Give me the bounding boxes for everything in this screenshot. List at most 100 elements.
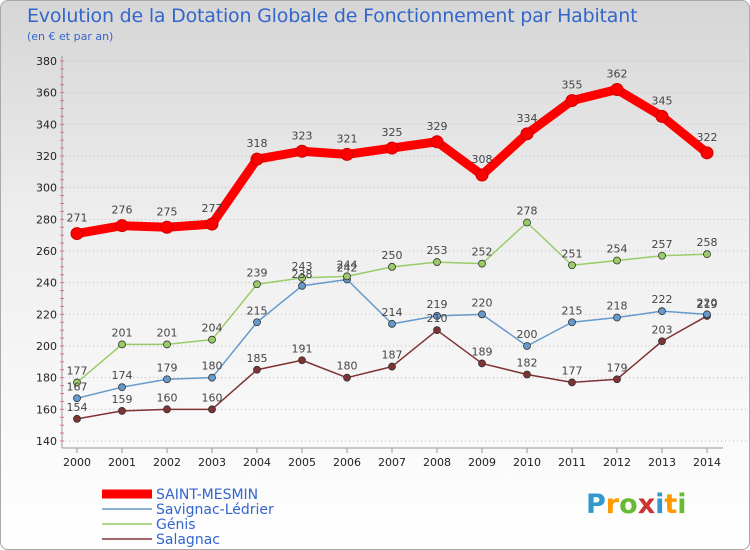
logo-letter: x bbox=[637, 489, 656, 520]
data-label: 189 bbox=[472, 345, 493, 358]
y-tick-label: 280 bbox=[36, 213, 57, 226]
x-tick-label: 2002 bbox=[153, 456, 181, 469]
x-tick-label: 2013 bbox=[648, 456, 676, 469]
x-tick-label: 2007 bbox=[378, 456, 406, 469]
data-label: 238 bbox=[292, 268, 313, 281]
logo-letter: P bbox=[586, 489, 606, 520]
chart-subtitle: (en € et par an) bbox=[27, 30, 114, 43]
data-label: 201 bbox=[157, 326, 178, 339]
data-point bbox=[205, 217, 219, 231]
data-point bbox=[73, 414, 81, 423]
data-point bbox=[655, 109, 669, 123]
x-tick-label: 2014 bbox=[693, 456, 721, 469]
data-point bbox=[523, 370, 531, 379]
data-point bbox=[610, 83, 624, 96]
y-tick-label: 160 bbox=[36, 403, 57, 416]
data-point bbox=[433, 258, 441, 266]
data-point bbox=[250, 152, 264, 166]
data-label: 278 bbox=[517, 205, 538, 218]
data-point bbox=[118, 407, 126, 415]
data-point bbox=[118, 383, 126, 392]
data-label: 334 bbox=[517, 112, 538, 125]
logo-letter: i bbox=[655, 489, 665, 520]
data-point bbox=[613, 313, 621, 322]
data-point bbox=[658, 307, 666, 316]
data-label: 177 bbox=[67, 364, 88, 377]
data-label: 258 bbox=[697, 236, 718, 249]
data-label: 345 bbox=[652, 94, 673, 107]
data-point bbox=[388, 319, 396, 328]
data-point bbox=[433, 326, 441, 335]
data-label: 244 bbox=[337, 258, 358, 271]
data-point bbox=[163, 405, 171, 414]
x-tick-label: 2008 bbox=[423, 456, 451, 469]
data-point bbox=[475, 168, 489, 182]
data-point bbox=[343, 272, 351, 281]
data-point bbox=[478, 359, 486, 368]
data-label: 242 bbox=[337, 262, 358, 275]
data-label: 210 bbox=[427, 312, 448, 325]
y-tick-label: 320 bbox=[36, 150, 57, 163]
data-point bbox=[208, 335, 216, 344]
y-tick-label: 300 bbox=[36, 182, 57, 195]
data-label: 201 bbox=[112, 326, 133, 339]
y-tick-label: 260 bbox=[36, 245, 57, 258]
data-label: 254 bbox=[607, 243, 628, 256]
legend-label: Génis bbox=[156, 517, 196, 533]
logo-letter: o bbox=[619, 489, 638, 520]
data-label: 219 bbox=[427, 298, 448, 311]
y-tick-label: 140 bbox=[36, 435, 57, 448]
y-tick-label: 240 bbox=[36, 277, 57, 290]
data-point bbox=[478, 259, 486, 268]
data-point bbox=[295, 144, 309, 158]
data-label: 215 bbox=[247, 304, 268, 317]
data-point bbox=[433, 312, 441, 320]
logo-letter: t bbox=[664, 489, 678, 520]
data-point bbox=[565, 94, 579, 108]
data-point bbox=[298, 274, 306, 282]
data-point bbox=[388, 362, 396, 371]
data-point bbox=[430, 135, 444, 149]
data-label: 187 bbox=[382, 349, 403, 362]
data-point bbox=[613, 375, 621, 384]
data-label: 167 bbox=[67, 380, 88, 393]
data-label: 362 bbox=[607, 68, 628, 81]
data-point bbox=[700, 146, 714, 160]
data-label: 159 bbox=[112, 393, 133, 406]
data-point bbox=[385, 141, 399, 155]
data-label: 180 bbox=[202, 360, 223, 373]
y-tick-label: 340 bbox=[36, 118, 57, 131]
x-tick-label: 2000 bbox=[63, 456, 91, 469]
x-tick-label: 2003 bbox=[198, 456, 226, 469]
data-label: 154 bbox=[67, 401, 88, 414]
data-point bbox=[115, 219, 129, 233]
data-label: 252 bbox=[472, 246, 493, 259]
data-label: 321 bbox=[337, 132, 358, 145]
data-label: 174 bbox=[112, 369, 133, 382]
data-point bbox=[73, 378, 81, 387]
data-point bbox=[388, 262, 396, 271]
legend-label: Savignac-Lédrier bbox=[156, 502, 274, 518]
x-tick-label: 2004 bbox=[243, 456, 271, 469]
data-point bbox=[73, 394, 81, 403]
x-tick-label: 2006 bbox=[333, 456, 361, 469]
data-point bbox=[478, 310, 486, 319]
x-tick-label: 2001 bbox=[108, 456, 136, 469]
data-point bbox=[523, 218, 531, 227]
data-label: 329 bbox=[427, 120, 448, 133]
y-tick-label: 180 bbox=[36, 372, 57, 385]
x-tick-label: 2012 bbox=[603, 456, 631, 469]
data-label: 277 bbox=[202, 202, 223, 215]
data-point bbox=[523, 342, 531, 350]
data-label: 239 bbox=[247, 266, 268, 279]
x-tick-label: 2005 bbox=[288, 456, 316, 469]
data-label: 214 bbox=[382, 306, 403, 319]
chart-title: Evolution de la Dotation Globale de Fonc… bbox=[27, 5, 638, 27]
data-label: 355 bbox=[562, 79, 583, 92]
data-label: 276 bbox=[112, 204, 133, 217]
data-point bbox=[703, 310, 711, 319]
data-point bbox=[160, 220, 174, 234]
data-point bbox=[118, 340, 126, 349]
data-label: 191 bbox=[292, 342, 313, 355]
